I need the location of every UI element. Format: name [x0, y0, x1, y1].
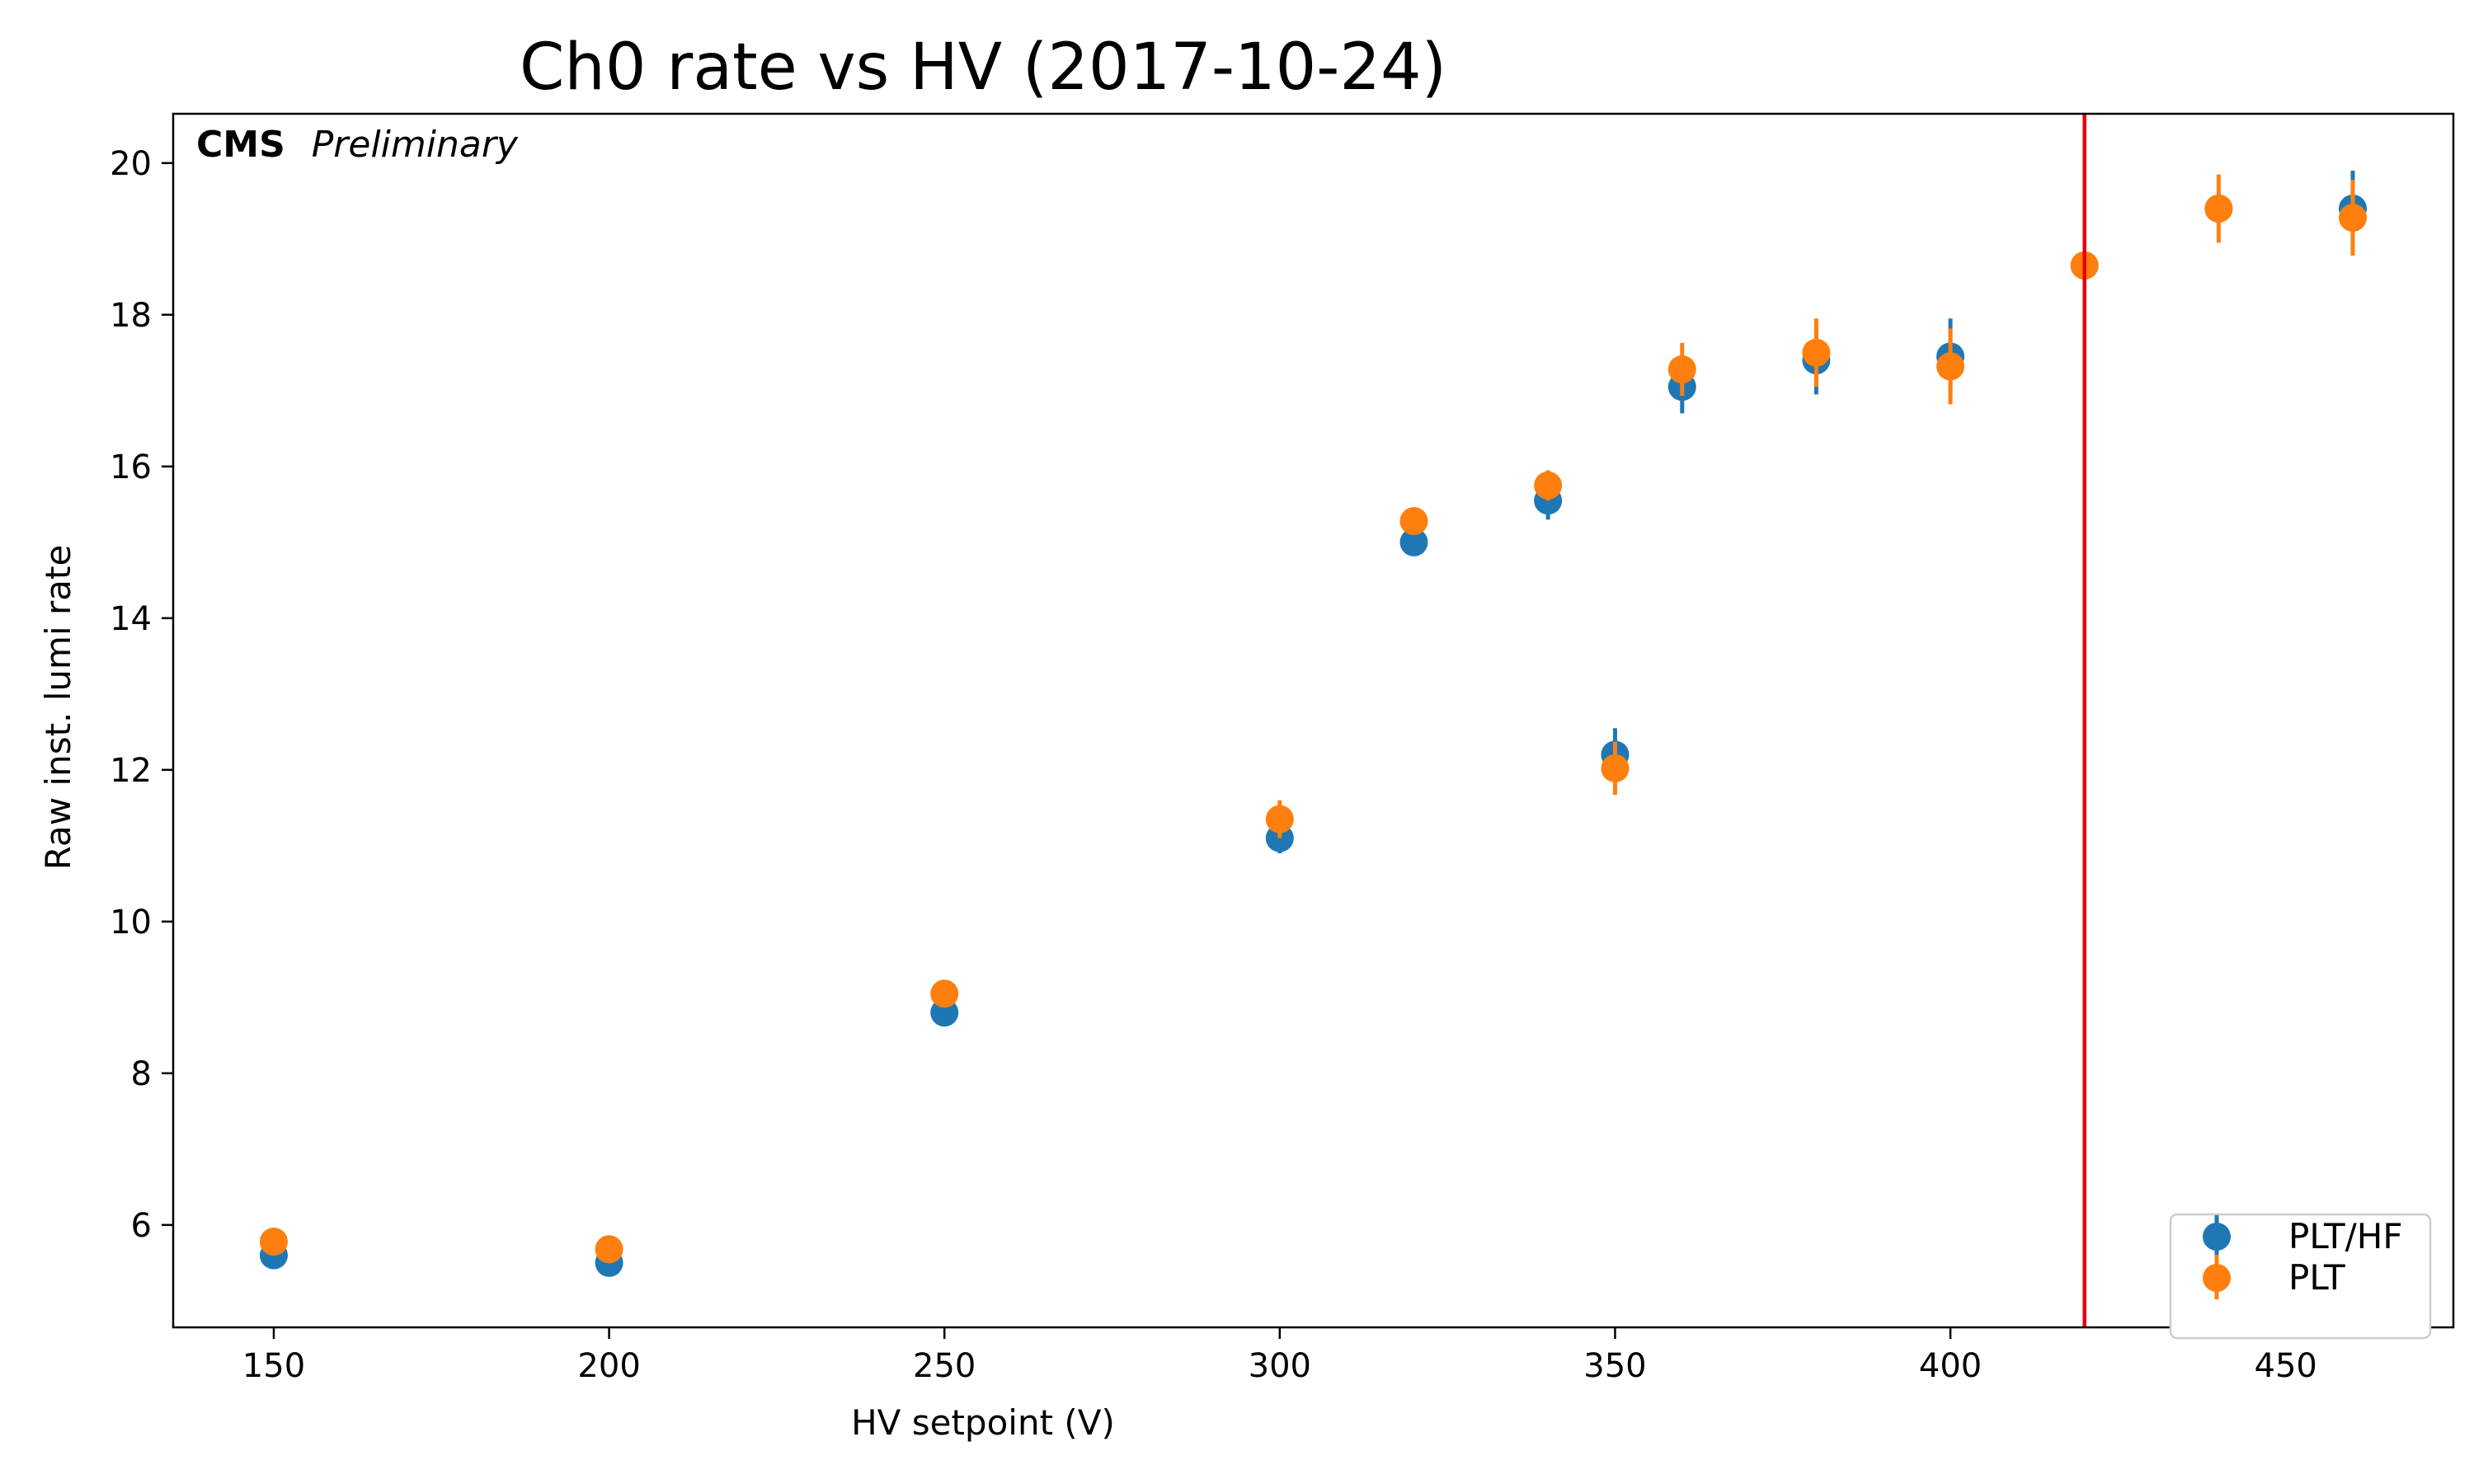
chart-title: Ch0 rate vs HV (2017-10-24) [520, 31, 1446, 105]
point-plt-300 [1265, 805, 1294, 834]
point-plt-360 [1667, 355, 1696, 384]
y-axis-label: Raw inst. lumi rate [38, 545, 78, 871]
series-plt-hf [259, 171, 2368, 1277]
cms-label: CMS [196, 124, 285, 166]
y-tick-label-20: 20 [110, 145, 152, 183]
y-tick-label-14: 14 [110, 600, 152, 638]
point-plt-hf-320 [1399, 528, 1428, 556]
y-tick-label-18: 18 [110, 297, 152, 335]
plot-area [259, 114, 2368, 1327]
y-tick-label-10: 10 [110, 904, 152, 942]
legend-box [2169, 1213, 2432, 1340]
y-tick-label-12: 12 [110, 752, 152, 790]
point-plt-400 [1936, 352, 1965, 381]
point-plt-340 [1534, 471, 1563, 500]
y-tick-label-8: 8 [131, 1055, 152, 1093]
point-plt-350 [1601, 754, 1630, 782]
legend: PLT/HF PLT [2169, 1213, 2432, 1340]
point-plt-460 [2339, 204, 2368, 232]
point-plt-440 [2204, 195, 2233, 223]
preliminary-label: Preliminary [312, 124, 519, 166]
legend-label-plt-hf: PLT/HF [2288, 1216, 2403, 1256]
x-axis-label: HV setpoint (V) [851, 1402, 1115, 1443]
axis-ticks: 150 200 250 300 350 400 450 6 8 10 12 14 16 18 20 [110, 145, 2317, 1385]
point-plt-250 [930, 979, 959, 1008]
legend-marker-plt [2203, 1264, 2231, 1292]
point-plt-200 [595, 1235, 623, 1264]
legend-marker-plt-hf [2203, 1223, 2231, 1251]
plot-frame [172, 112, 2455, 1329]
cms-preliminary-label: CMS Preliminary [196, 124, 519, 166]
y-tick-label-6: 6 [131, 1207, 152, 1245]
series-plt [259, 174, 2368, 1264]
point-plt-380 [1802, 338, 1831, 367]
x-tick-label-450: 450 [2255, 1347, 2317, 1385]
legend-label-plt: PLT [2288, 1257, 2345, 1298]
point-plt-150 [259, 1228, 288, 1256]
x-tick-label-400: 400 [1919, 1347, 1982, 1385]
x-tick-label-250: 250 [913, 1347, 976, 1385]
x-tick-label-150: 150 [242, 1347, 305, 1385]
y-tick-label-16: 16 [110, 448, 152, 486]
point-plt-320 [1399, 507, 1428, 536]
x-tick-label-300: 300 [1249, 1347, 1311, 1385]
x-tick-label-350: 350 [1583, 1347, 1646, 1385]
x-tick-label-200: 200 [577, 1347, 640, 1385]
